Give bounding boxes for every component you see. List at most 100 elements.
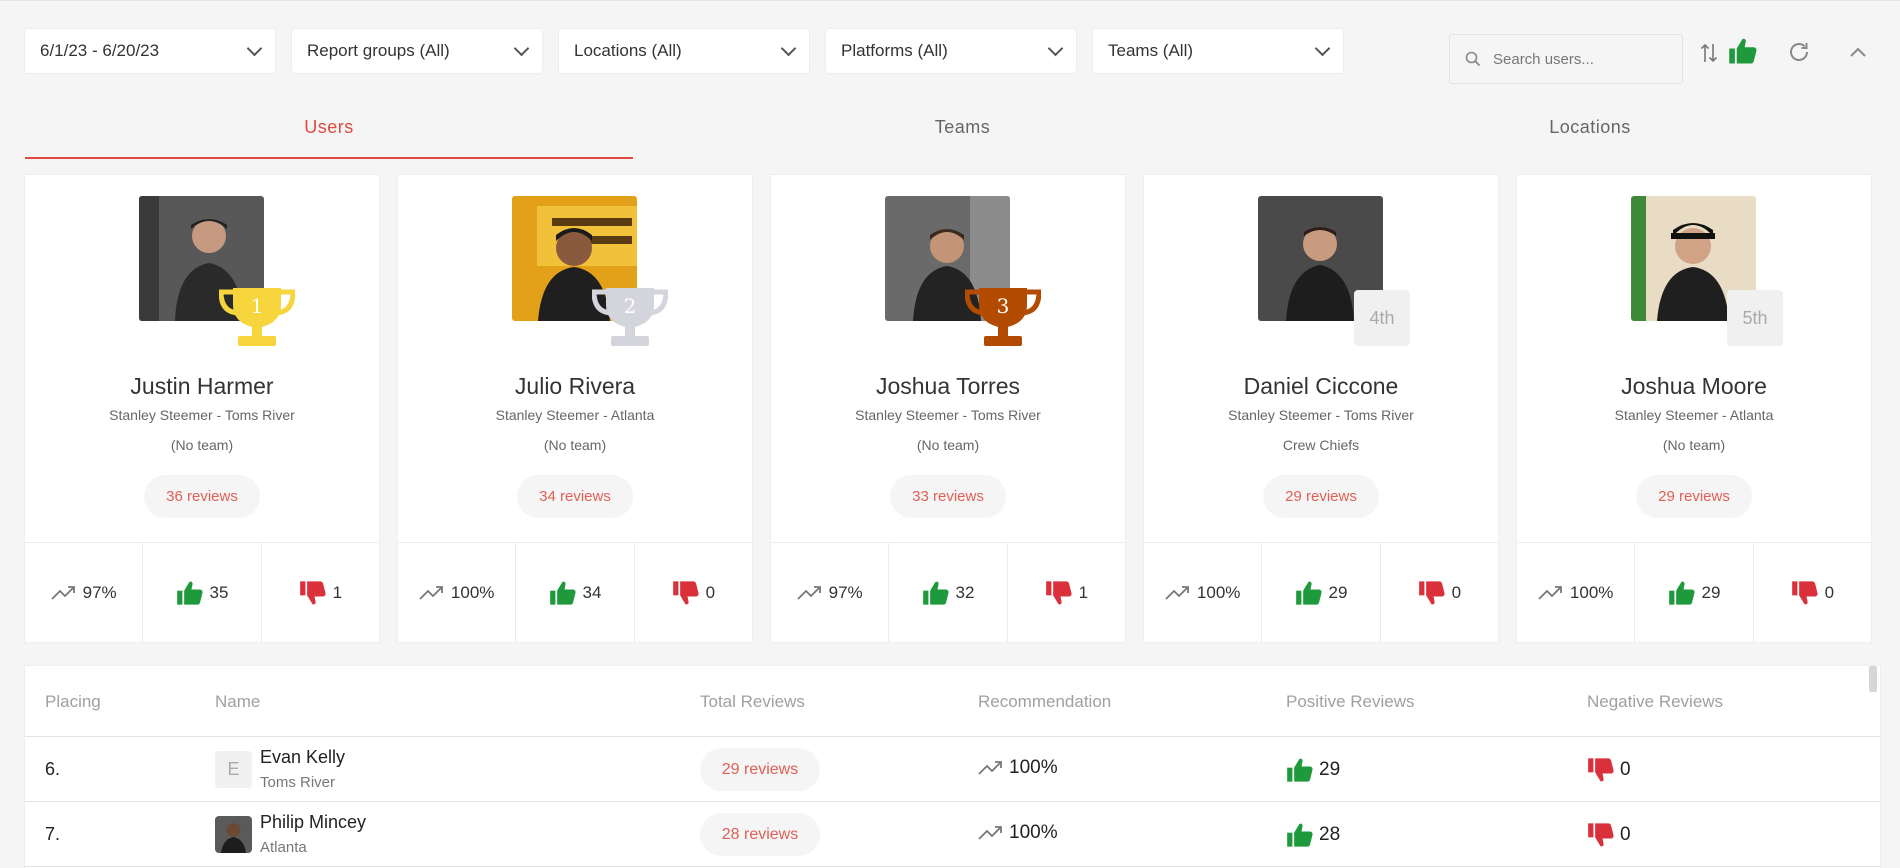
negative-value: 1	[332, 582, 343, 602]
locations-dropdown[interactable]: Locations (All)	[559, 29, 809, 73]
user-name[interactable]: Daniel Ciccone	[1243, 373, 1399, 399]
gold-trophy-icon: 1	[219, 288, 295, 346]
positive-stat: 29	[1262, 543, 1381, 642]
table-row[interactable]: 7. Philip Mincey Atlanta 28 reviews 100%…	[25, 802, 1880, 867]
top-divider	[0, 0, 1900, 1]
column-negative-reviews[interactable]: Negative Reviews	[1587, 692, 1724, 711]
positive-value: 29	[1319, 759, 1341, 780]
leaderboard-tabs: Users Teams Locations	[25, 104, 1870, 159]
recommendation-value: 100%	[1196, 582, 1241, 602]
user-card-5[interactable]: 5th Joshua Moore Stanley Steemer - Atlan…	[1517, 175, 1871, 642]
thumbs-up-filter-button[interactable]	[1728, 36, 1758, 66]
user-location: Stanley Steemer - Toms River	[855, 407, 1041, 423]
user-location: Stanley Steemer - Toms River	[1228, 407, 1414, 423]
column-name[interactable]: Name	[215, 692, 261, 711]
user-card-4[interactable]: 4th Daniel Ciccone Stanley Steemer - Tom…	[1144, 175, 1498, 642]
negative-stat: 0	[1754, 543, 1871, 642]
thumbs-up-icon	[922, 581, 949, 605]
trend-up-icon	[978, 826, 1002, 840]
user-team: (No team)	[1662, 437, 1726, 453]
chevron-down-icon	[1314, 40, 1331, 56]
sort-toggle-button[interactable]	[1699, 40, 1719, 66]
leaderboard-table: Placing Name Total Reviews Recommendatio…	[25, 666, 1880, 868]
user-name[interactable]: Joshua Torres	[875, 373, 1021, 399]
column-total-reviews[interactable]: Total Reviews	[700, 692, 805, 711]
reviews-count-button[interactable]: 33 reviews	[890, 475, 1006, 518]
row-positive: 29	[1286, 757, 1340, 783]
tab-locations[interactable]: Locations	[1549, 117, 1631, 137]
negative-value: 0	[1451, 582, 1462, 602]
row-recommendation: 100%	[978, 757, 1058, 779]
positive-value: 35	[209, 582, 229, 602]
thumbs-down-icon	[672, 580, 699, 604]
table-scrollbar[interactable]	[1869, 666, 1877, 692]
reviews-count-button[interactable]: 36 reviews	[144, 475, 260, 518]
column-recommendation[interactable]: Recommendation	[978, 692, 1112, 711]
date-range-dropdown[interactable]: 6/1/23 - 6/20/23	[25, 29, 275, 73]
report-groups-dropdown[interactable]: Report groups (All)	[292, 29, 542, 73]
user-team: (No team)	[916, 437, 980, 453]
search-users-input[interactable]	[1493, 50, 1673, 68]
refresh-icon	[1790, 43, 1808, 61]
positive-stat: 32	[889, 543, 1008, 642]
negative-value: 0	[1620, 824, 1631, 845]
reviews-count-button[interactable]: 29 reviews	[1636, 475, 1752, 518]
teams-label: Teams (All)	[1108, 41, 1194, 60]
table-row[interactable]: 6. E Evan Kelly Toms River 29 reviews 10…	[25, 737, 1880, 802]
thumbs-down-icon	[1418, 580, 1445, 604]
thumbs-up-icon	[1295, 581, 1322, 605]
row-placing: 7.	[45, 824, 61, 844]
thumbs-down-icon	[299, 580, 326, 604]
recommendation-value: 100%	[1569, 582, 1614, 602]
recommendation-stat: 100%	[1144, 543, 1263, 642]
row-location: Toms River	[260, 774, 336, 791]
user-team: Crew Chiefs	[1282, 437, 1360, 453]
thumbs-up-icon	[1287, 758, 1313, 782]
user-stats: 100% 29 0	[1517, 542, 1871, 642]
date-range-label: 6/1/23 - 6/20/23	[40, 41, 160, 60]
trend-up-icon	[419, 585, 443, 600]
user-card-1[interactable]: 1 Justin Harmer Stanley Steemer - Toms R…	[25, 175, 379, 642]
platforms-dropdown[interactable]: Platforms (All)	[826, 29, 1076, 73]
collapse-button[interactable]	[1845, 40, 1871, 64]
search-icon	[1465, 51, 1481, 67]
row-negative: 0	[1587, 822, 1631, 848]
user-team: (No team)	[543, 437, 607, 453]
user-card-3[interactable]: 3 Joshua Torres Stanley Steemer - Toms R…	[771, 175, 1125, 642]
recommendation-value: 100%	[1009, 757, 1058, 778]
chevron-down-icon	[513, 40, 530, 56]
tab-teams[interactable]: Teams	[934, 117, 991, 137]
recommendation-value: 100%	[1009, 822, 1058, 843]
refresh-button[interactable]	[1785, 38, 1813, 66]
reviews-count-button[interactable]: 29 reviews	[1263, 475, 1379, 518]
positive-value: 28	[1319, 824, 1341, 845]
row-name[interactable]: Philip Mincey	[260, 812, 367, 832]
row-name[interactable]: Evan Kelly	[260, 747, 346, 767]
rank-number: 3	[997, 294, 1010, 318]
row-reviews-button[interactable]: 29 reviews	[700, 748, 820, 791]
column-positive-reviews[interactable]: Positive Reviews	[1286, 692, 1415, 711]
user-name[interactable]: Joshua Moore	[1621, 373, 1767, 399]
tab-users[interactable]: Users	[25, 104, 633, 159]
recommendation-stat: 97%	[771, 543, 890, 642]
user-name[interactable]: Julio Rivera	[514, 373, 636, 399]
search-box	[1449, 34, 1683, 84]
report-groups-label: Report groups (All)	[307, 41, 450, 60]
row-reviews-button[interactable]: 28 reviews	[700, 813, 820, 856]
teams-dropdown[interactable]: Teams (All)	[1093, 29, 1343, 73]
silver-trophy-icon: 2	[592, 288, 668, 346]
user-card-2[interactable]: 2 Julio Rivera Stanley Steemer - Atlanta…	[398, 175, 752, 642]
platforms-label: Platforms (All)	[841, 41, 948, 60]
negative-value: 0	[1824, 582, 1835, 602]
thumbs-down-icon	[1588, 758, 1614, 782]
thumbs-down-icon	[1791, 580, 1818, 604]
user-name[interactable]: Justin Harmer	[130, 373, 274, 399]
negative-stat: 1	[262, 543, 379, 642]
column-placing[interactable]: Placing	[45, 692, 101, 711]
trend-up-icon	[978, 761, 1002, 775]
recommendation-stat: 97%	[25, 543, 144, 642]
positive-stat: 34	[516, 543, 635, 642]
reviews-count-button[interactable]: 34 reviews	[517, 475, 633, 518]
negative-stat: 1	[1008, 543, 1125, 642]
thumbs-up-icon	[1287, 823, 1313, 847]
